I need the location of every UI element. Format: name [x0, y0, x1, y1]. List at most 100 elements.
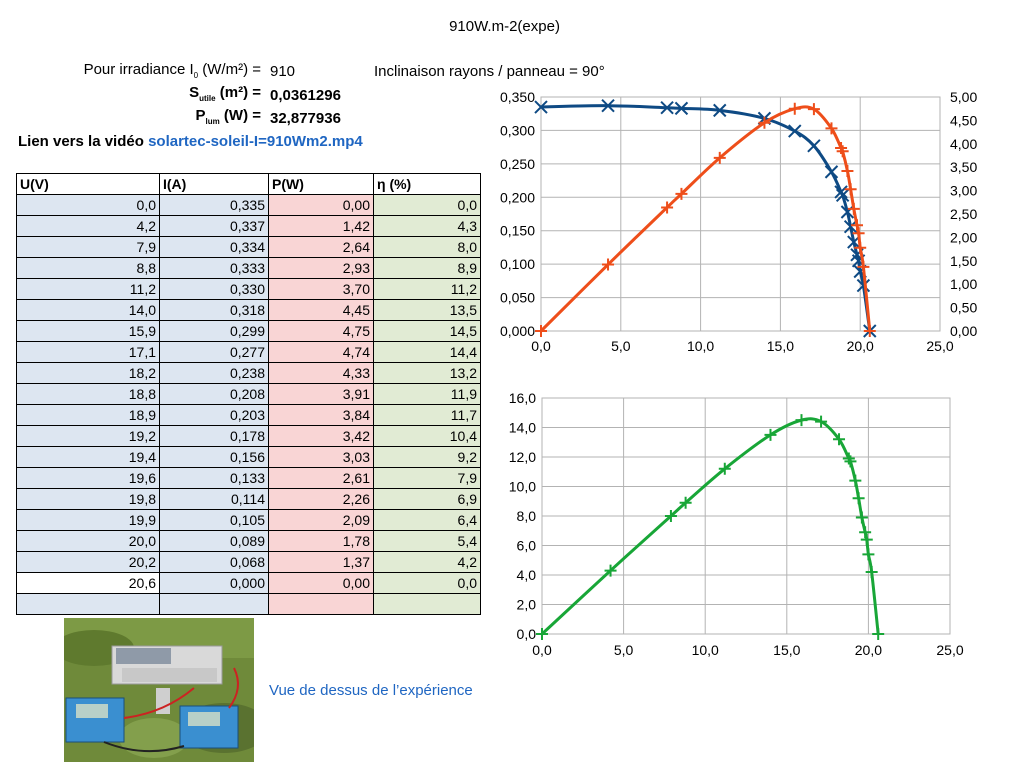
cell-i: 0,277: [159, 341, 269, 363]
cell-eta: [373, 593, 481, 615]
data-point-plus-marker: [842, 452, 855, 465]
cell-eta: 5,4: [373, 530, 481, 552]
cell-eta: 0,0: [373, 572, 481, 594]
cell-i: 0,335: [159, 194, 269, 216]
data-point-plus-marker: [836, 145, 849, 158]
cell-eta: 9,2: [373, 446, 481, 468]
plum-value: 32,877936: [270, 110, 341, 127]
y-tick-label: 2,0: [517, 597, 537, 613]
data-point-plus-marker: [847, 202, 860, 215]
cell-u: 18,2: [16, 362, 160, 384]
data-point-x-marker: [843, 219, 858, 234]
surface-label: Sutile (m²) =: [189, 84, 261, 103]
x-tick-label: 5,0: [614, 642, 634, 658]
cell-i: 0,318: [159, 299, 269, 321]
data-point-x-marker: [835, 188, 850, 202]
cell-p: 4,74: [268, 341, 374, 363]
cell-u: 19,2: [16, 425, 160, 447]
data-point-x-marker: [674, 101, 689, 116]
data-point-x-marker: [534, 100, 548, 114]
cell-p: 4,75: [268, 320, 374, 342]
data-point-x-marker: [807, 139, 821, 153]
cell-eta: 13,5: [373, 299, 481, 321]
cell-i: 0,203: [159, 404, 269, 426]
data-point-plus-marker: [844, 183, 857, 196]
table-row: 20,6 0,000 0,00 0,0: [16, 572, 481, 594]
data-point-plus-marker: [788, 102, 801, 115]
cell-p: 1,78: [268, 530, 374, 552]
data-point-plus-marker: [713, 151, 726, 164]
table-row: 14,0 0,318 4,45 13,5: [16, 299, 481, 321]
data-point-plus-marker: [854, 241, 867, 254]
data-point-x-marker: [856, 278, 871, 293]
header-eta: η (%): [373, 173, 481, 195]
y-tick-label: 0,0: [517, 626, 537, 642]
plot-area-frame: [541, 397, 951, 635]
cell-eta: 0,0: [373, 194, 481, 216]
data-point-plus-marker: [661, 201, 674, 214]
table-row: [16, 593, 481, 615]
data-point-plus-marker: [825, 122, 838, 135]
cell-u: 20,0: [16, 530, 160, 552]
cell-p: 3,91: [268, 383, 374, 405]
cell-i: 0,114: [159, 488, 269, 510]
data-point-x-marker: [834, 185, 848, 199]
cell-u: 18,9: [16, 404, 160, 426]
video-link[interactable]: solartec-soleil-I=910Wm2.mp4: [148, 133, 363, 150]
data-point-plus-marker: [852, 492, 865, 505]
irradiance-label: Pour irradiance I0 (W/m²) =: [83, 61, 261, 80]
table-row: 19,6 0,133 2,61 7,9: [16, 467, 481, 489]
cell-p: 3,84: [268, 404, 374, 426]
y-tick-label: 6,0: [517, 538, 537, 554]
cell-p: 0,00: [268, 572, 374, 594]
x-tick-label: 15,0: [767, 338, 794, 354]
data-point-plus-marker: [675, 187, 688, 200]
plum-label: Plum (W) =: [195, 107, 262, 126]
data-point-plus-marker: [857, 260, 870, 273]
cell-p: 2,09: [268, 509, 374, 531]
table-header-row: U(V) I(A) P(W) η (%): [16, 173, 481, 195]
cell-u: 20,2: [16, 551, 160, 573]
header-u: U(V): [16, 173, 160, 195]
cell-eta: 11,2: [373, 278, 481, 300]
data-point-plus-marker: [604, 564, 617, 577]
y-left-tick-label: 0,300: [500, 122, 535, 138]
cell-u: 11,2: [16, 278, 160, 300]
cell-i: 0,333: [159, 257, 269, 279]
cell-u: 0,0: [16, 194, 160, 216]
cell-eta: 6,4: [373, 509, 481, 531]
header-i: I(A): [159, 173, 269, 195]
y-right-tick-label: 3,50: [950, 159, 977, 175]
data-point-plus-marker: [872, 628, 885, 640]
data-point-plus-marker: [718, 462, 731, 475]
y-right-tick-label: 2,50: [950, 206, 977, 222]
y-left-tick-label: 0,350: [500, 89, 535, 105]
data-table: U(V) I(A) P(W) η (%) 0,0 0,335 0,00 0,0 4,2 0…: [16, 173, 481, 615]
table-row: 19,9 0,105 2,09 6,4: [16, 509, 481, 531]
table-row: 11,2 0,330 3,70 11,2: [16, 278, 481, 300]
cell-i: 0,299: [159, 320, 269, 342]
cell-u: 19,4: [16, 446, 160, 468]
x-tick-label: 20,0: [847, 338, 874, 354]
data-point-plus-marker: [859, 526, 872, 539]
y-right-tick-label: 3,00: [950, 183, 977, 199]
x-tick-label: 25,0: [926, 338, 953, 354]
y-right-tick-label: 1,00: [950, 276, 977, 292]
data-point-plus-marker: [862, 548, 875, 561]
cell-eta: 14,5: [373, 320, 481, 342]
efficiency-chart: 0,0 5,0 10,0 15,0 20,0 25,0 0,0 2,0 4,0 6,0 8,0 10,…: [509, 390, 964, 658]
data-point-plus-marker: [807, 103, 820, 116]
x-tick-label: 20,0: [855, 642, 882, 658]
cell-eta: 11,9: [373, 383, 481, 405]
x-tick-label: 0,0: [532, 642, 552, 658]
y-left-tick-label: 0,200: [500, 189, 535, 205]
cell-u: 17,1: [16, 341, 160, 363]
y-tick-label: 4,0: [517, 567, 537, 583]
cell-eta: 10,4: [373, 425, 481, 447]
plot-area-frame: [540, 96, 941, 332]
y-left-tick-label: 0,050: [500, 290, 535, 306]
y-right-tick-label: 2,00: [950, 229, 977, 245]
cell-eta: 8,9: [373, 257, 481, 279]
header-p: P(W): [268, 173, 374, 195]
cell-eta: 8,0: [373, 236, 481, 258]
